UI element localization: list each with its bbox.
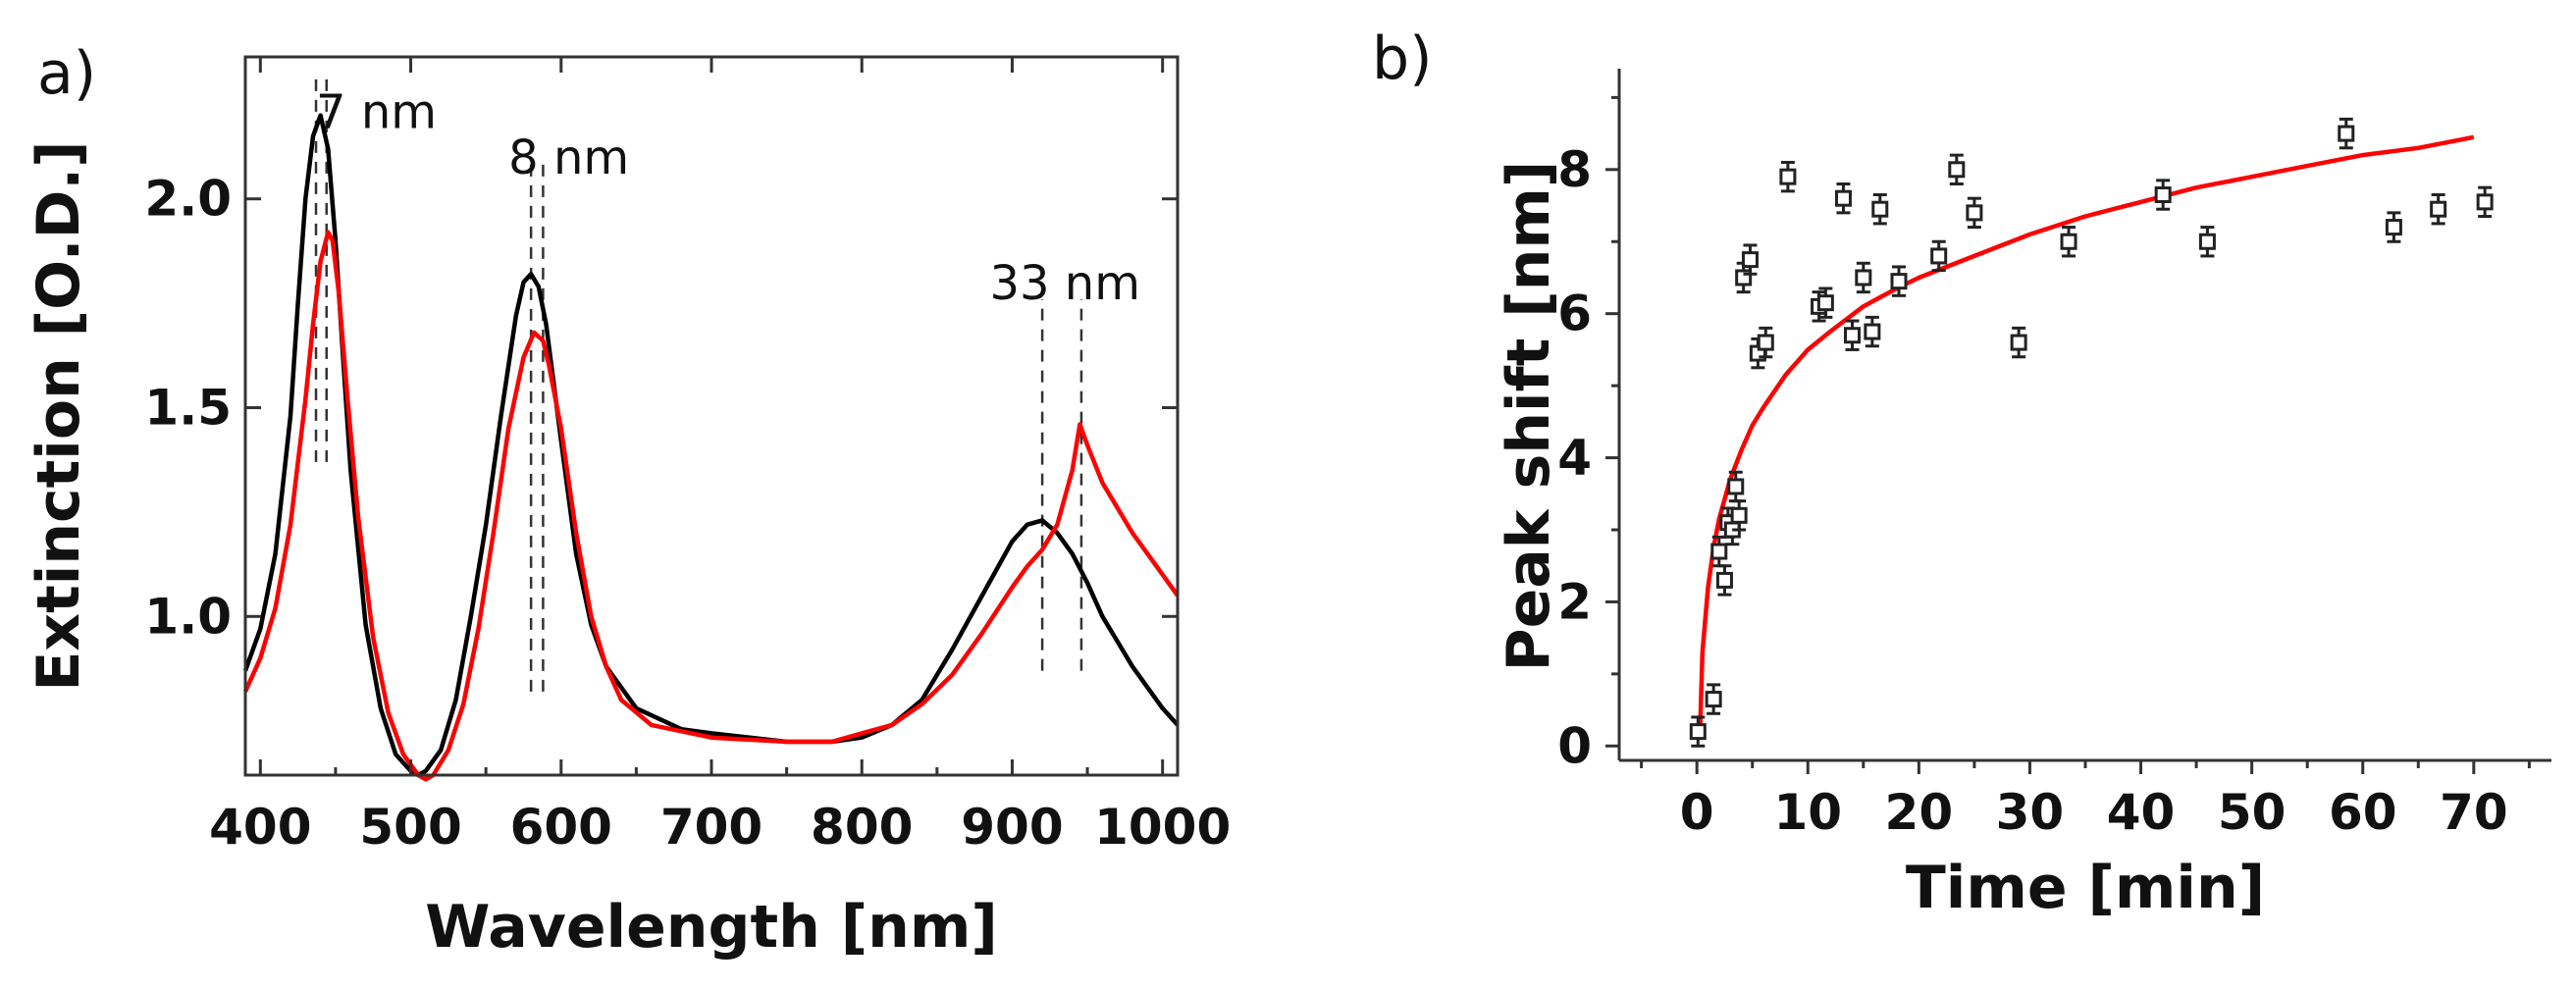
b-x-tick-label: 70: [2440, 784, 2508, 841]
b-data-point-14: [1816, 294, 1834, 312]
panel-b-label: b): [1372, 25, 1433, 93]
b-data-point-7: [1730, 506, 1748, 524]
b-x-axis-title: Time [min]: [1906, 854, 2265, 922]
b-data-point-25: [2060, 233, 2077, 250]
a-series-after-line: [242, 230, 1180, 782]
b-data-point-28: [2338, 125, 2355, 142]
a-y-axis: 1.0 1.5 2.0: [144, 171, 1178, 645]
b-data-point-24: [2010, 334, 2027, 351]
b-x-tick-label: 40: [2107, 784, 2176, 841]
a-x-axis-title: Wavelength [nm]: [425, 893, 998, 962]
panel-a-extinction-spectra: a) 400 500 600 700 800 900 1000 1.0 1.5 2.0 7 nm…: [25, 39, 1231, 962]
a-peak-guides: [314, 78, 1083, 692]
b-data-point-30: [2430, 200, 2447, 218]
b-fit-curve: [1698, 134, 2475, 725]
a-peak-shift-label-0: 7 nm: [316, 84, 437, 139]
b-x-axis: 0 10 20 30 40 50 60 70: [1640, 760, 2531, 841]
b-y-tick-label: 4: [1557, 430, 1592, 487]
b-data-point-22: [1948, 161, 1966, 179]
b-data-point-29: [2385, 219, 2402, 236]
b-x-tick-label: 50: [2218, 784, 2287, 841]
b-data-points: [1689, 117, 2494, 748]
a-peak-shift-label-2: 33 nm: [989, 256, 1140, 311]
b-x-tick-label: 30: [1996, 784, 2065, 841]
b-data-point-1: [1705, 691, 1722, 708]
b-data-point-16: [1844, 327, 1861, 344]
a-x-tick-label: 900: [961, 799, 1063, 856]
b-y-axis: 0 2 4 6 8: [1557, 95, 1619, 774]
b-data-point-17: [1855, 269, 1872, 286]
a-x-tick-label: 600: [510, 799, 612, 856]
b-x-tick-label: 20: [1885, 784, 1954, 841]
b-y-tick-label: 2: [1557, 573, 1592, 630]
b-y-tick-label: 0: [1557, 717, 1592, 774]
a-plot-frame: [243, 55, 1180, 777]
a-x-tick-label: 1000: [1094, 799, 1231, 856]
a-y-tick-label: 1.5: [144, 379, 232, 436]
a-spectra: [242, 113, 1180, 782]
a-y-tick-label: 2.0: [144, 171, 232, 228]
b-data-point-6: [1727, 478, 1745, 495]
a-y-tick-label: 1.0: [144, 588, 232, 645]
a-x-tick-label: 800: [811, 799, 913, 856]
b-data-point-15: [1834, 189, 1852, 207]
b-data-point-12: [1779, 168, 1797, 185]
a-series-initial-line: [242, 113, 1180, 778]
b-y-axis-title: Peak shift [nm]: [1495, 161, 1563, 672]
a-x-axis: 400 500 600 700 800 900 1000: [209, 57, 1231, 856]
panel-b-peak-shift: b) 0 10 20 30 40 50 60 70 0 2 4 6 8 Time [min] Peak…: [1372, 25, 2551, 922]
a-annotations: 7 nm 8 nm 33 nm: [316, 84, 1140, 310]
b-data-point-2: [1710, 543, 1728, 560]
b-x-tick-label: 60: [2329, 784, 2397, 841]
b-data-point-19: [1871, 200, 1889, 218]
b-data-point-23: [1966, 204, 1983, 222]
b-fit-line: [1698, 134, 2475, 725]
panel-a-label: a): [37, 39, 96, 108]
b-data-point-0: [1689, 723, 1707, 741]
b-y-tick-label: 8: [1557, 141, 1592, 198]
b-data-point-27: [2198, 233, 2216, 250]
b-data-point-26: [2154, 186, 2172, 204]
a-peak-shift-label-1: 8 nm: [508, 130, 629, 185]
b-data-point-11: [1757, 334, 1774, 351]
a-y-axis-title: Extinction [O.D.]: [25, 140, 93, 691]
b-x-tick-label: 10: [1773, 784, 1842, 841]
b-x-tick-label: 0: [1680, 784, 1714, 841]
a-x-tick-label: 500: [359, 799, 461, 856]
a-x-tick-label: 700: [660, 799, 762, 856]
b-data-point-9: [1741, 251, 1759, 269]
b-data-point-3: [1715, 571, 1733, 589]
b-data-point-20: [1890, 273, 1908, 290]
b-data-point-21: [1930, 247, 1948, 265]
b-y-tick-label: 6: [1557, 286, 1592, 342]
b-data-point-31: [2476, 193, 2494, 211]
b-data-point-18: [1864, 323, 1881, 340]
a-x-tick-label: 400: [209, 799, 311, 856]
